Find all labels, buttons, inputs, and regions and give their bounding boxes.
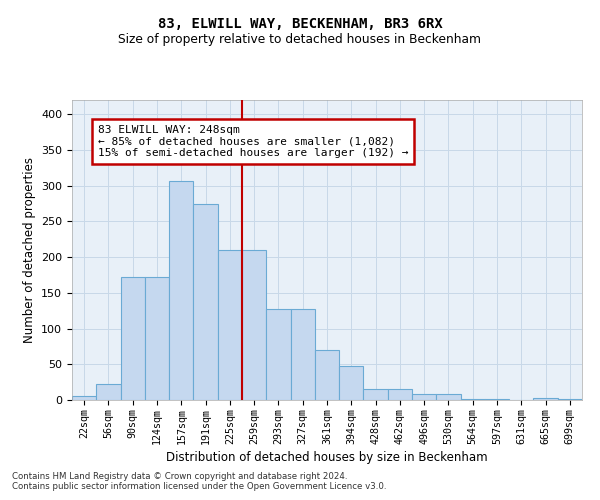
Bar xyxy=(412,394,436,400)
Bar xyxy=(436,394,461,400)
Bar xyxy=(121,277,145,400)
Bar xyxy=(242,250,266,400)
Text: Distribution of detached houses by size in Beckenham: Distribution of detached houses by size … xyxy=(166,451,488,464)
Bar xyxy=(461,398,485,400)
Bar xyxy=(169,180,193,400)
Bar xyxy=(72,396,96,400)
Text: 83, ELWILL WAY, BECKENHAM, BR3 6RX: 83, ELWILL WAY, BECKENHAM, BR3 6RX xyxy=(158,18,442,32)
Y-axis label: Number of detached properties: Number of detached properties xyxy=(23,157,35,343)
Bar xyxy=(339,366,364,400)
Bar xyxy=(96,384,121,400)
Text: Contains HM Land Registry data © Crown copyright and database right 2024.: Contains HM Land Registry data © Crown c… xyxy=(12,472,347,481)
Bar xyxy=(266,310,290,400)
Bar xyxy=(485,398,509,400)
Bar xyxy=(315,350,339,400)
Bar xyxy=(364,390,388,400)
Text: Size of property relative to detached houses in Beckenham: Size of property relative to detached ho… xyxy=(119,32,482,46)
Bar xyxy=(388,390,412,400)
Text: 83 ELWILL WAY: 248sqm
← 85% of detached houses are smaller (1,082)
15% of semi-d: 83 ELWILL WAY: 248sqm ← 85% of detached … xyxy=(97,125,408,158)
Text: Contains public sector information licensed under the Open Government Licence v3: Contains public sector information licen… xyxy=(12,482,386,491)
Bar xyxy=(193,204,218,400)
Bar xyxy=(218,250,242,400)
Bar xyxy=(290,310,315,400)
Bar xyxy=(145,277,169,400)
Bar xyxy=(558,398,582,400)
Bar xyxy=(533,398,558,400)
